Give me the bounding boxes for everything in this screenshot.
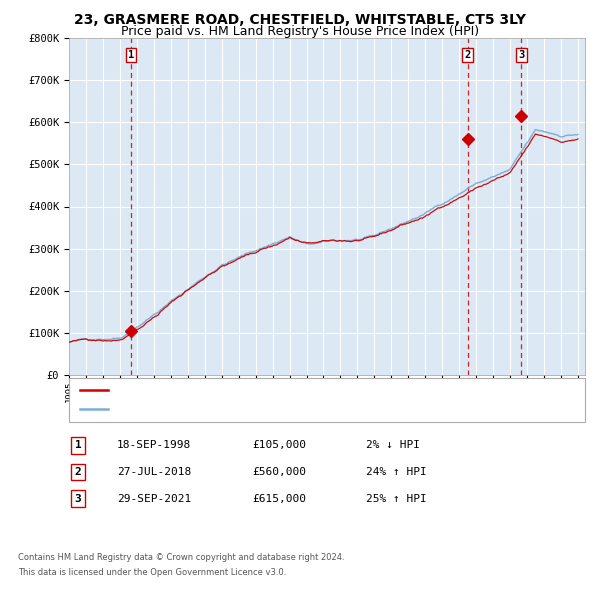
Text: 2: 2 — [74, 467, 82, 477]
Text: 29-SEP-2021: 29-SEP-2021 — [117, 494, 191, 503]
Text: £615,000: £615,000 — [252, 494, 306, 503]
Text: 2: 2 — [464, 50, 471, 60]
Text: 3: 3 — [518, 50, 524, 60]
Text: 23, GRASMERE ROAD, CHESTFIELD, WHITSTABLE, CT5 3LY: 23, GRASMERE ROAD, CHESTFIELD, WHITSTABL… — [74, 13, 526, 27]
Text: 1: 1 — [128, 50, 134, 60]
Text: 2% ↓ HPI: 2% ↓ HPI — [366, 441, 420, 450]
Text: £105,000: £105,000 — [252, 441, 306, 450]
Text: 25% ↑ HPI: 25% ↑ HPI — [366, 494, 427, 503]
Text: HPI: Average price, detached house, Canterbury: HPI: Average price, detached house, Cant… — [113, 405, 349, 414]
Text: This data is licensed under the Open Government Licence v3.0.: This data is licensed under the Open Gov… — [18, 568, 286, 577]
Text: 1: 1 — [74, 441, 82, 450]
Text: 3: 3 — [74, 494, 82, 503]
Text: Price paid vs. HM Land Registry's House Price Index (HPI): Price paid vs. HM Land Registry's House … — [121, 25, 479, 38]
Text: Contains HM Land Registry data © Crown copyright and database right 2024.: Contains HM Land Registry data © Crown c… — [18, 553, 344, 562]
Text: 24% ↑ HPI: 24% ↑ HPI — [366, 467, 427, 477]
Text: 18-SEP-1998: 18-SEP-1998 — [117, 441, 191, 450]
Text: 27-JUL-2018: 27-JUL-2018 — [117, 467, 191, 477]
Text: £560,000: £560,000 — [252, 467, 306, 477]
Text: 23, GRASMERE ROAD, CHESTFIELD, WHITSTABLE, CT5 3LY (detached house): 23, GRASMERE ROAD, CHESTFIELD, WHITSTABL… — [113, 385, 485, 395]
